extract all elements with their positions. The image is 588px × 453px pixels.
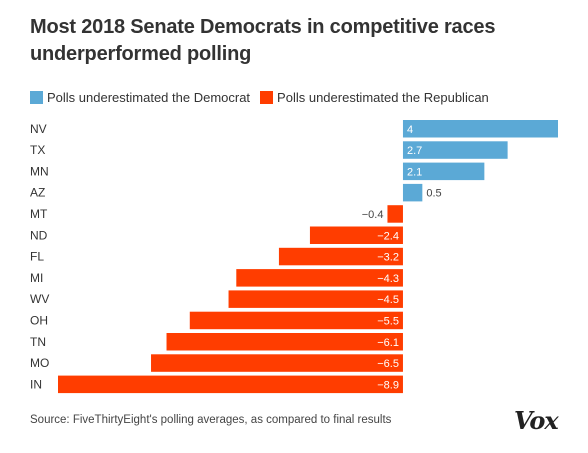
- bar-in: [58, 375, 403, 394]
- bar-mo: [151, 354, 403, 372]
- bar-oh: [189, 311, 403, 330]
- bar-wv: [228, 290, 403, 308]
- value-label-wv: −4.5: [377, 294, 399, 306]
- legend-item-republican: Polls underestimated the Republican: [260, 90, 489, 105]
- category-label-oh: OH: [30, 313, 48, 327]
- value-label-mi: −4.3: [377, 273, 399, 285]
- bar-nv: [402, 120, 558, 138]
- bar-tx: [402, 141, 508, 159]
- bar-az: [402, 183, 423, 202]
- category-label-mt: MT: [30, 207, 48, 221]
- value-label-nd: −2.4: [377, 230, 399, 242]
- chart-title: Most 2018 Senate Democrats in competitiv…: [30, 16, 496, 65]
- legend-item-democrat: Polls underestimated the Democrat: [30, 90, 250, 105]
- value-label-fl: −3.2: [377, 252, 399, 264]
- legend-swatch-democrat: [30, 90, 43, 104]
- bar-mn: [402, 162, 485, 181]
- category-label-in: IN: [30, 377, 42, 391]
- chart-legend: Polls underestimated the Democrat Polls …: [30, 89, 499, 105]
- bar-fl: [278, 247, 403, 266]
- value-label-mt: −0.4: [362, 209, 384, 221]
- value-label-tn: −6.1: [377, 337, 399, 349]
- category-label-wv: WV: [30, 292, 49, 306]
- category-label-tx: TX: [30, 143, 45, 157]
- legend-label-democrat: Polls underestimated the Democrat: [47, 89, 251, 105]
- legend-label-republican: Polls underestimated the Republican: [277, 89, 489, 105]
- category-label-tn: TN: [30, 335, 46, 349]
- category-label-mn: MN: [30, 164, 49, 178]
- vox-logo: Vox: [514, 406, 559, 435]
- value-label-nv: 4: [407, 124, 413, 136]
- bar-mi: [236, 269, 403, 287]
- category-label-az: AZ: [30, 186, 45, 200]
- bar-tn: [166, 333, 403, 351]
- source-note: Source: FiveThirtyEight's polling averag…: [30, 414, 392, 426]
- category-label-nd: ND: [30, 228, 48, 242]
- category-label-nv: NV: [30, 122, 47, 136]
- value-label-tx: 2.7: [407, 145, 422, 157]
- category-label-fl: FL: [30, 250, 44, 264]
- value-label-mn: 2.1: [407, 166, 422, 178]
- bar-nd: [309, 226, 403, 244]
- category-label-mo: MO: [30, 356, 49, 370]
- bar-mt: [387, 205, 403, 223]
- value-label-az: 0.5: [426, 188, 441, 200]
- value-label-mo: −6.5: [377, 358, 399, 370]
- value-label-oh: −5.5: [377, 315, 399, 327]
- legend-swatch-republican: [260, 90, 274, 104]
- category-label-mi: MI: [30, 271, 43, 285]
- value-label-in: −8.9: [377, 379, 399, 391]
